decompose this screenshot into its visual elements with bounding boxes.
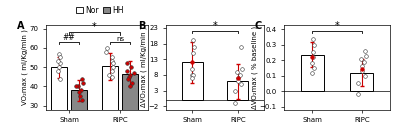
Y-axis label: VO₂max ( ml/Kg/min ): VO₂max ( ml/Kg/min ) <box>22 29 28 105</box>
Point <box>308 62 315 64</box>
Point <box>235 77 241 79</box>
Point <box>359 70 366 72</box>
Y-axis label: ΔVO₂max ( ml/Kg/min ): ΔVO₂max ( ml/Kg/min ) <box>140 27 147 107</box>
Bar <box>122 74 138 137</box>
Point <box>189 39 196 42</box>
Point <box>361 61 368 63</box>
Point <box>79 78 85 80</box>
Text: ##: ## <box>62 33 75 42</box>
Point <box>56 52 62 55</box>
Point <box>128 66 134 68</box>
Point <box>189 61 195 64</box>
Point <box>73 85 79 88</box>
Point <box>55 60 62 62</box>
Point <box>238 83 244 85</box>
Point <box>359 65 365 67</box>
Point <box>310 67 317 69</box>
Text: C: C <box>254 21 262 31</box>
Point <box>189 68 196 70</box>
Point <box>124 62 130 64</box>
Point <box>355 82 361 84</box>
Point <box>106 74 113 76</box>
Point <box>309 56 316 58</box>
Point <box>56 62 63 64</box>
Point <box>310 37 316 40</box>
Text: ns: ns <box>116 36 124 42</box>
Point <box>362 50 368 52</box>
Point <box>358 68 365 70</box>
Point <box>235 77 241 79</box>
Point <box>56 66 62 68</box>
Point <box>311 44 317 46</box>
Legend: Nor, HH: Nor, HH <box>73 2 127 18</box>
Point <box>76 95 83 97</box>
Text: *: * <box>335 21 339 31</box>
Bar <box>102 66 118 137</box>
Point <box>109 70 115 72</box>
Point <box>103 47 110 49</box>
Point <box>125 78 132 80</box>
Point <box>238 46 244 48</box>
Point <box>130 72 137 74</box>
Point <box>190 74 196 76</box>
Point <box>127 85 133 88</box>
Point <box>232 102 238 104</box>
Point <box>78 89 84 91</box>
Point <box>55 70 61 72</box>
Point <box>129 82 136 84</box>
Text: *: * <box>213 21 217 31</box>
Point <box>76 91 82 93</box>
Bar <box>71 90 87 137</box>
Point <box>355 93 362 95</box>
Point <box>109 62 116 64</box>
Point <box>126 76 133 78</box>
Point <box>57 78 63 80</box>
Point <box>79 99 86 101</box>
Point <box>103 51 109 53</box>
Text: B: B <box>138 21 146 31</box>
Point <box>124 70 131 72</box>
Point <box>109 60 115 62</box>
Bar <box>350 72 373 91</box>
Bar <box>301 55 324 91</box>
Point <box>310 56 316 58</box>
Bar <box>182 62 202 100</box>
Point <box>127 74 134 76</box>
Point <box>362 75 368 77</box>
Point <box>110 66 117 68</box>
Point <box>235 80 242 82</box>
Point <box>75 85 82 88</box>
Point <box>188 77 195 79</box>
Point <box>358 58 364 60</box>
Point <box>238 68 245 70</box>
Point <box>234 71 240 73</box>
Point <box>231 90 238 92</box>
Text: *: * <box>92 22 97 32</box>
Point <box>191 46 197 48</box>
Point <box>188 74 195 76</box>
Point <box>310 51 316 54</box>
Point <box>237 74 243 76</box>
Point <box>109 76 115 78</box>
Point <box>57 56 64 59</box>
Point <box>109 56 116 59</box>
Point <box>362 54 369 57</box>
Point <box>190 52 196 54</box>
Bar <box>50 67 67 137</box>
Text: A: A <box>18 21 25 31</box>
Bar <box>228 81 248 100</box>
Point <box>308 71 315 74</box>
Y-axis label: ΔVO₂max ( % baseline ): ΔVO₂max ( % baseline ) <box>251 26 258 109</box>
Point <box>80 82 86 84</box>
